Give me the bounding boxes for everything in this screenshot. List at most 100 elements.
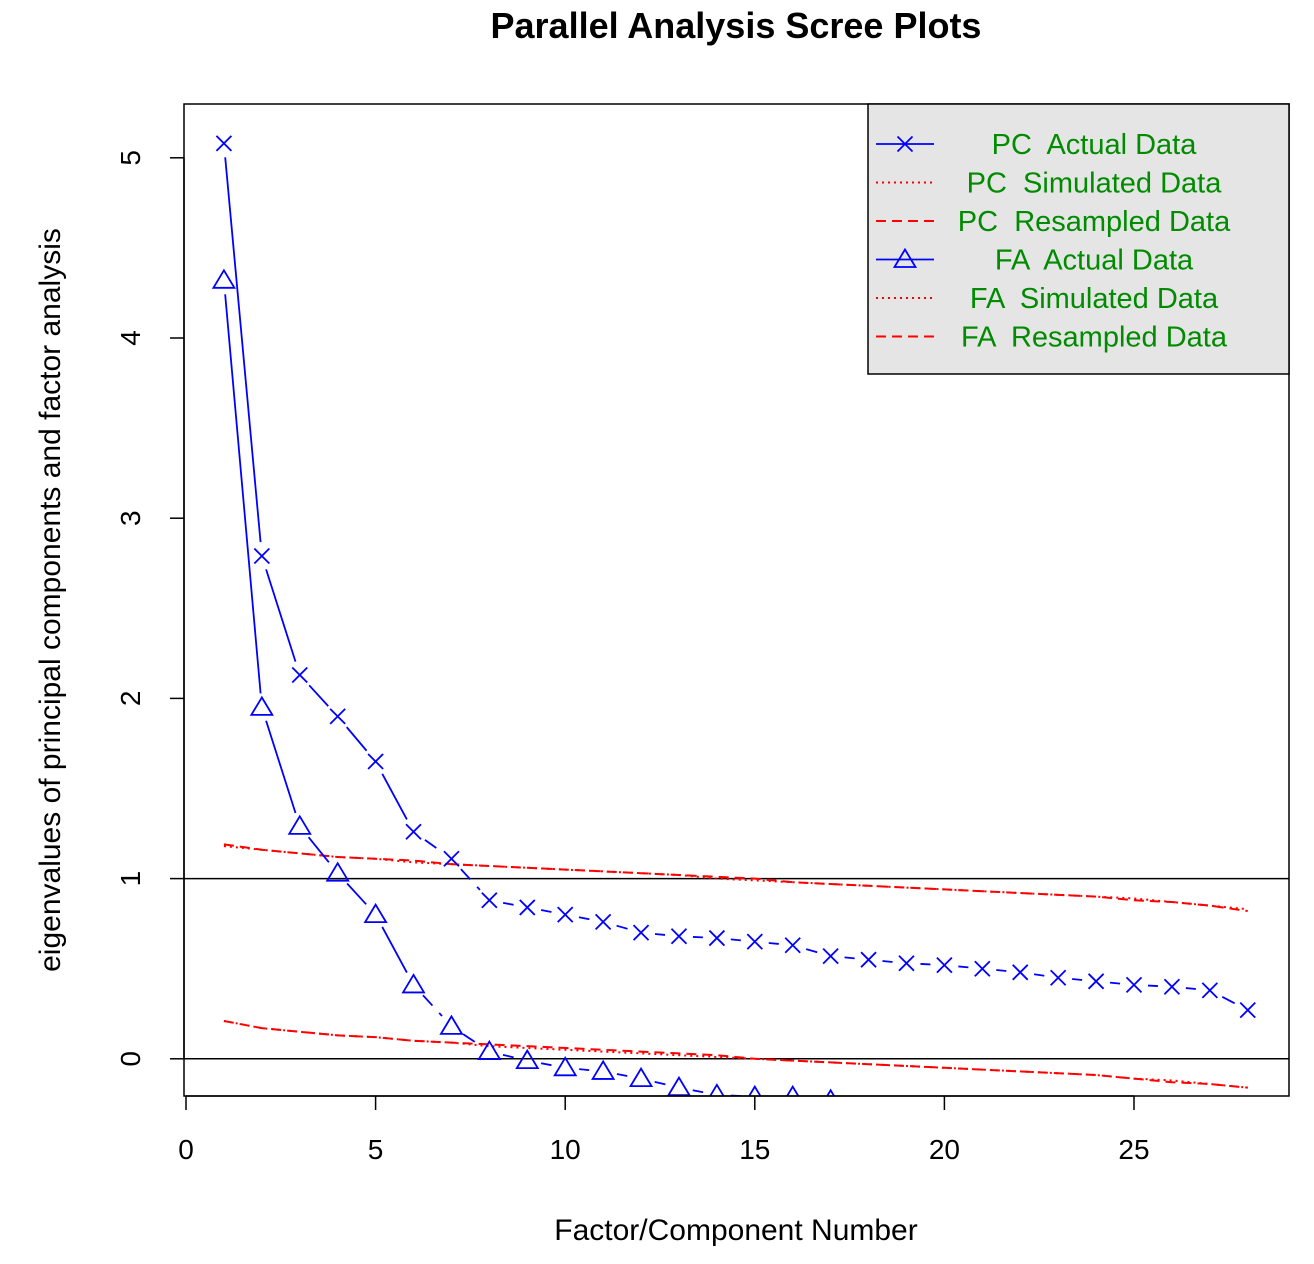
fa-actual-data-point: [439, 1014, 464, 1035]
legend-box: [867, 103, 1290, 375]
fa-actual-data-segment: [579, 1068, 590, 1071]
legend-marker: [896, 135, 914, 153]
pc-actual-data-point: [1012, 964, 1029, 981]
legend: PC Actual Data PC Simulated Data PC Resamp…: [867, 103, 1290, 375]
y-tick-label: 3: [115, 510, 146, 526]
pc-actual-data-point: [974, 960, 991, 977]
y-tick-label: 5: [115, 150, 146, 166]
pc-actual-data-point: [632, 924, 650, 941]
x-tick-label: 0: [178, 1134, 194, 1165]
fa-resampled-data-line: [223, 1019, 1248, 1089]
fa-actual-data-point: [553, 1056, 578, 1077]
pc-actual-data-segment: [540, 909, 552, 913]
fa-actual-data-segment: [654, 1080, 666, 1086]
pc-actual-data-point: [898, 955, 915, 972]
y-tick-label: 2: [115, 691, 146, 707]
pc-actual-data-segment: [805, 948, 818, 954]
pc-actual-data-segment: [654, 933, 666, 936]
x-tick-label: 20: [929, 1134, 960, 1165]
fa-actual-data-segment: [692, 1089, 704, 1094]
pc-actual-data-point: [708, 929, 726, 947]
x-tick-label: 10: [550, 1134, 581, 1165]
legend-item-pc-simulated-data: PC Simulated Data: [876, 168, 1222, 200]
pc-actual-data-point: [443, 850, 460, 867]
fa-actual-data-point: [325, 861, 350, 882]
fa-actual-data-segment: [502, 1053, 514, 1059]
pc-actual-data-segment: [346, 726, 368, 752]
pc-actual-data-segment: [224, 157, 262, 543]
pc-actual-data-point: [1050, 969, 1067, 986]
pc-actual-data-segment: [730, 938, 741, 942]
fa-actual-data-point: [709, 1083, 725, 1096]
legend-marker: [892, 247, 918, 268]
pc-resampled-data-line: [223, 843, 1248, 913]
fa-actual-data-segment: [307, 836, 330, 863]
pc-actual-data-point: [215, 135, 233, 152]
x-axis-label: Factor/Component Number: [554, 1214, 918, 1247]
pc-actual-data-point: [405, 823, 422, 840]
pc-actual-data-point: [594, 913, 612, 930]
fa-actual-data-point: [363, 902, 388, 924]
fa-actual-data-segment: [422, 994, 443, 1017]
pc-actual-data-point: [936, 956, 953, 974]
pc-actual-data-segment: [1033, 973, 1045, 977]
pc-actual-data-point: [329, 708, 346, 725]
pc-actual-data-point: [1125, 976, 1143, 994]
pc-actual-data-segment: [882, 960, 893, 963]
fa-actual-data-segment: [346, 882, 367, 905]
fa-actual-data-segment: [616, 1073, 628, 1077]
pc-actual-data-segment: [381, 773, 408, 820]
legend-item-fa-actual-data: FA Actual Data: [876, 245, 1194, 277]
fa-actual-data-point: [826, 1088, 836, 1096]
legend-item-fa-resampled-data: FA Resampled Data: [876, 322, 1228, 354]
pc-actual-data-point: [481, 892, 498, 909]
fa-actual-data-point: [515, 1048, 540, 1070]
x-axis: 0 5 10 15 20 25: [178, 1095, 1150, 1165]
pc-actual-data-segment: [844, 956, 855, 960]
pc-actual-data-point: [291, 666, 308, 684]
chart-title: Parallel Analysis Scree Plots: [491, 5, 982, 46]
pc-actual-data-segment: [1072, 978, 1083, 981]
pc-actual-data-point: [822, 947, 839, 965]
fa-simulated-data-line: [223, 1019, 1248, 1089]
pc-actual-data-point: [519, 899, 536, 916]
pc-actual-data-segment: [1185, 987, 1196, 990]
y-tick-label: 1: [115, 871, 146, 887]
pc-actual-data-segment: [460, 868, 481, 891]
pc-actual-data-point: [1239, 1002, 1256, 1019]
legend-label: PC Simulated Data: [967, 168, 1223, 200]
y-axis: 0 1 2 3 4 5: [115, 150, 185, 1067]
reference-lines: [184, 877, 1289, 1060]
pc-actual-data-point: [1201, 982, 1218, 999]
fa-actual-data-segment: [265, 720, 297, 814]
legend-label: FA Simulated Data: [970, 283, 1219, 315]
pc-actual-data-point: [253, 547, 270, 565]
pc-actual-data-point: [367, 753, 384, 770]
pc-actual-data-segment: [1109, 981, 1121, 985]
pc-actual-data-segment: [768, 942, 779, 945]
x-tick-label: 5: [368, 1134, 384, 1165]
fa-actual-data-point: [628, 1066, 654, 1088]
pc-actual-data-point: [784, 937, 801, 954]
pc-actual-data-point: [1163, 978, 1181, 995]
pc-actual-data-segment: [958, 965, 969, 969]
pc-actual-data-segment: [502, 901, 514, 906]
legend-item-fa-simulated-data: FA Simulated Data: [876, 283, 1219, 315]
fa-actual-data-segment: [807, 1098, 817, 1099]
legend-item-pc-actual-data: PC Actual Data: [876, 129, 1197, 161]
pc-actual-data-segment: [265, 569, 297, 662]
pc-actual-data-point: [746, 933, 763, 950]
x-tick-label: 25: [1118, 1134, 1149, 1165]
fa-actual-data-segment: [540, 1062, 552, 1067]
fa-actual-data-point: [666, 1075, 692, 1096]
pc-actual-data-point: [670, 928, 688, 945]
y-tick-label: 0: [115, 1051, 146, 1067]
pc-actual-data-point: [1087, 973, 1105, 990]
legend-label: PC Actual Data: [992, 129, 1198, 161]
fa-actual-data-point: [287, 814, 312, 835]
pc-actual-data-segment: [308, 684, 329, 707]
pc-actual-data-segment: [996, 969, 1007, 972]
legend-label: FA Actual Data: [995, 245, 1194, 277]
pc-actual-data-segment: [424, 839, 441, 852]
